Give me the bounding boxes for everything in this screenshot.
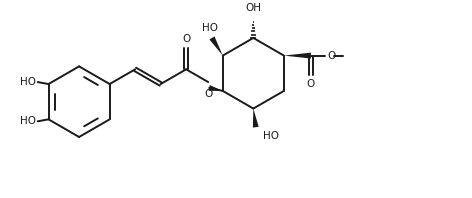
Text: O: O <box>182 34 190 44</box>
Text: HO: HO <box>262 131 278 141</box>
Text: HO: HO <box>20 116 36 126</box>
Polygon shape <box>253 109 259 128</box>
Text: HO: HO <box>20 77 36 87</box>
Polygon shape <box>284 53 311 59</box>
Text: HO: HO <box>202 23 218 33</box>
Text: O: O <box>307 79 315 89</box>
Text: O: O <box>327 51 335 61</box>
Text: OH: OH <box>245 3 261 13</box>
Text: O: O <box>204 89 212 99</box>
Polygon shape <box>210 36 223 56</box>
Polygon shape <box>209 85 223 91</box>
